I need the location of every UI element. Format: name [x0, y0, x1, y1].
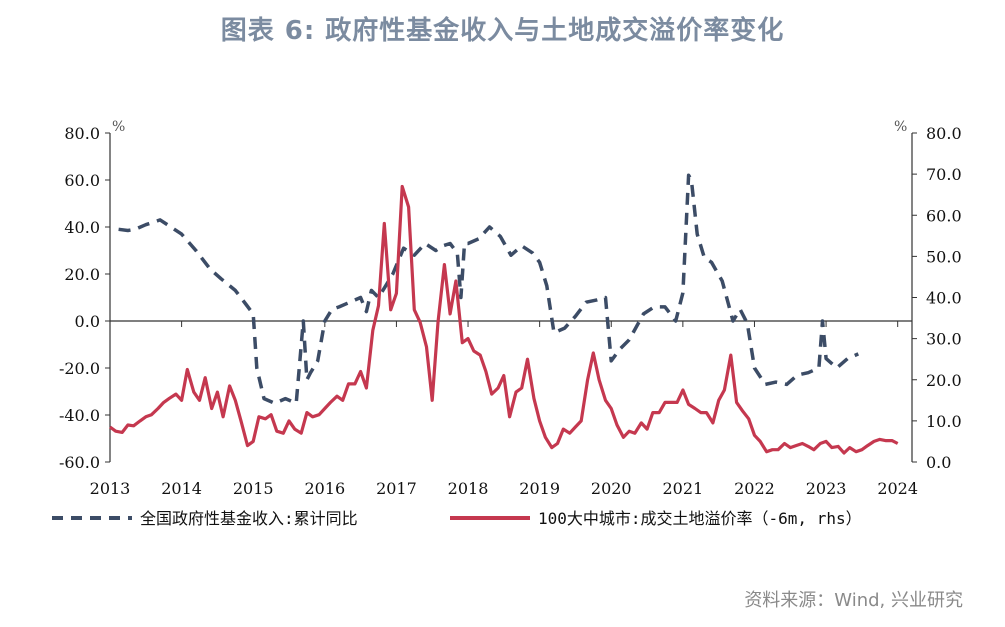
source-note: 资料来源：Wind, 兴业研究 [744, 590, 963, 611]
legend-label-series1: 全国政府性基金收入:累计同比 [140, 509, 358, 528]
x-tick-label: 2021 [662, 479, 703, 498]
right-axis-unit: % [894, 119, 907, 135]
left-axis-unit: % [112, 119, 125, 135]
x-tick-label: 2018 [448, 479, 489, 498]
x-tick-label: 2017 [376, 479, 417, 498]
legend-label-series2: 100大中城市:成交土地溢价率（-6m, rhs） [538, 509, 862, 528]
right-tick-label: 80.0 [926, 124, 962, 143]
left-tick-label: 40.0 [64, 218, 100, 237]
series-line-2 [109, 184, 899, 455]
x-tick-label: 2015 [233, 479, 274, 498]
x-tick-label: 2016 [304, 479, 345, 498]
right-tick-label: 50.0 [926, 247, 962, 266]
left-tick-label: 0.0 [75, 312, 100, 331]
left-tick-label: 60.0 [64, 171, 100, 190]
x-tick-label: 2013 [90, 479, 131, 498]
legend: 全国政府性基金收入:累计同比 100大中城市:成交土地溢价率（-6m, rhs） [52, 509, 862, 528]
right-tick-label: 0.0 [926, 453, 951, 472]
x-tick-label: 2023 [806, 479, 847, 498]
left-tick-label: -40.0 [59, 406, 100, 425]
right-tick-label: 70.0 [926, 165, 962, 184]
x-tick-label: 2022 [734, 479, 775, 498]
left-tick-label: -60.0 [59, 453, 100, 472]
left-tick-label: 20.0 [64, 265, 100, 284]
left-tick-label: -20.0 [59, 359, 100, 378]
right-tick-label: 10.0 [926, 412, 962, 431]
right-tick-label: 40.0 [926, 289, 962, 308]
right-tick-label: 60.0 [926, 206, 962, 225]
axes-layer: 80.0 60.0 40.0 20.0 0.0 -20.0 -40.0 -60.0 80.0 70… [59, 119, 962, 498]
x-tick-label: 2014 [161, 479, 202, 498]
series-line-1 [118, 173, 860, 406]
chart-title: 图表 6: 政府性基金收入与土地成交溢价率变化 [220, 16, 785, 46]
left-tick-label: 80.0 [64, 124, 100, 143]
right-tick-label: 20.0 [926, 371, 962, 390]
x-tick-label: 2020 [591, 479, 632, 498]
x-tick-label: 2019 [519, 479, 560, 498]
series-layer [109, 173, 899, 455]
x-tick-label: 2024 [877, 479, 918, 498]
right-tick-label: 30.0 [926, 330, 962, 349]
